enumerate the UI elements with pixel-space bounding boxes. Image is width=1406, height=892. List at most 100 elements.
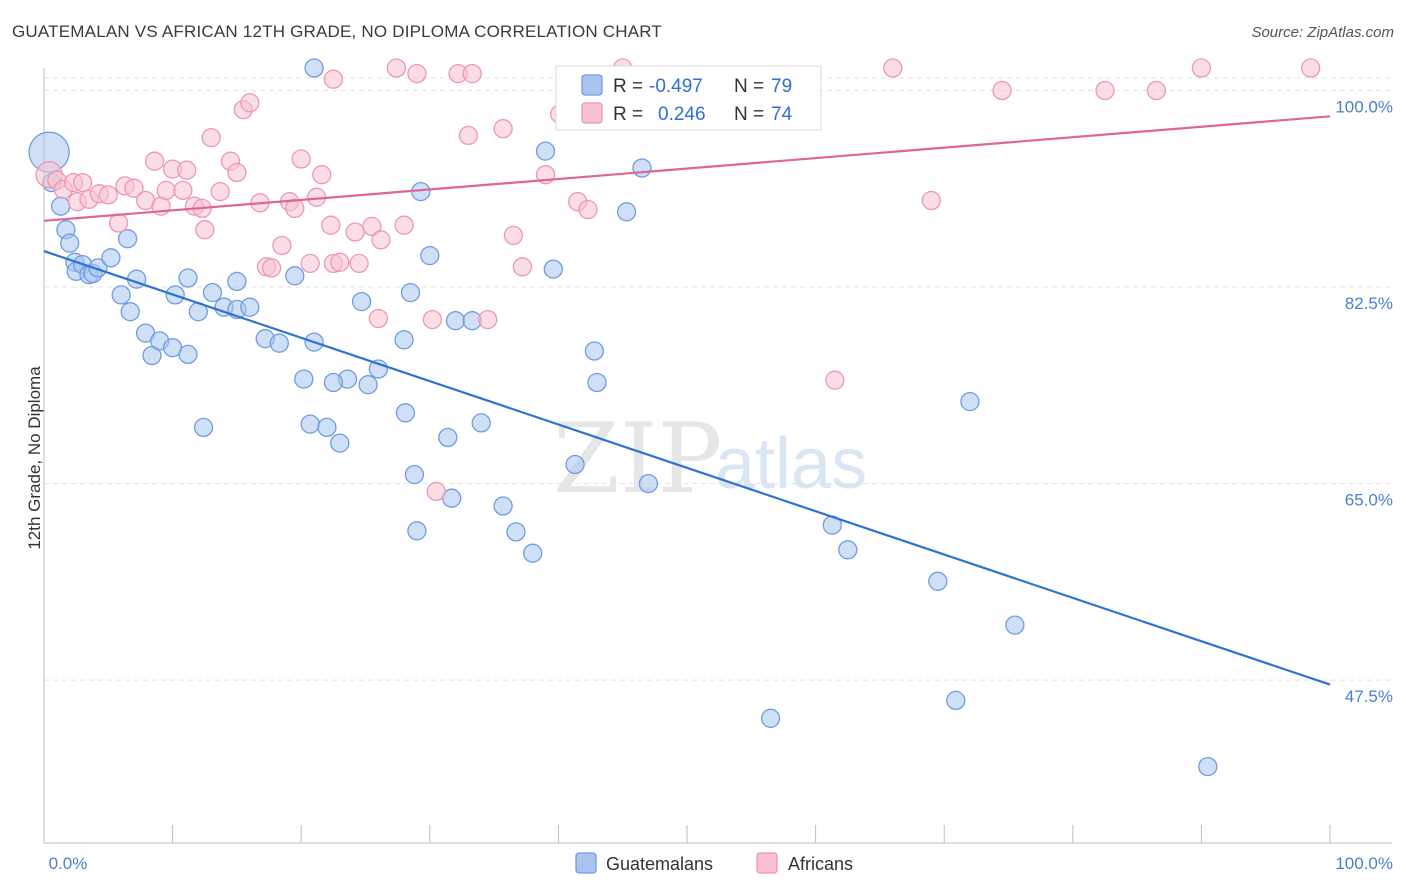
point-africans [368,308,389,329]
point-guatemalans [202,282,223,303]
legend-r-label-pink: R = [613,104,643,125]
y-tick-label: 47.5% [1345,687,1393,706]
bottom-legend-swatch-guatemalans [575,852,597,874]
point-africans [422,309,443,330]
legend-r-label-blue: R = [613,76,643,97]
point-guatemalans [638,473,659,494]
point-guatemalans [420,245,440,266]
legend-n-label-pink: N = [734,104,764,125]
point-guatemalans [928,571,948,591]
point-guatemalans [285,266,305,286]
y-tick-label: 100.0% [1335,97,1393,116]
point-guatemalans [117,229,138,249]
point-africans [493,119,513,139]
legend-swatch-blue [581,74,603,96]
point-africans [921,190,941,211]
point-guatemalans [111,285,131,305]
point-guatemalans [358,375,378,395]
point-guatemalans [240,297,260,317]
point-guatemalans [178,268,198,288]
point-africans [177,160,197,180]
point-africans [227,162,247,183]
point-guatemalans [394,330,414,350]
point-guatemalans [506,522,526,542]
point-africans [272,235,292,256]
point-guatemalans [101,248,121,268]
grid-layer [44,77,1392,681]
point-africans [173,180,193,201]
point-guatemalans [178,344,198,365]
watermark-atlas: atlas [715,424,867,504]
point-guatemalans [51,196,71,216]
point-guatemalans [404,464,425,485]
point-guatemalans [632,158,652,178]
point-africans [291,149,311,169]
point-africans [323,69,344,89]
point-africans [462,63,482,84]
point-africans [992,80,1012,101]
point-africans [195,220,215,240]
point-guatemalans [120,302,140,322]
axis-layer: 100.0% 82.5% 65.0% 47.5% 0.0% 100.0% [43,68,1393,873]
point-guatemalans [523,543,543,563]
point-guatemalans [438,427,458,448]
point-africans [458,125,479,146]
legend-n-label-blue: N = [734,76,764,97]
point-guatemalans [471,413,491,433]
point-guatemalans [616,202,637,222]
point-guatemalans [445,311,466,331]
point-guatemalans [400,282,421,303]
point-guatemalans [88,258,108,278]
point-africans [300,253,320,274]
point-guatemalans [330,433,350,453]
point-guatemalans [60,233,80,253]
point-guatemalans [1198,756,1218,777]
point-guatemalans [407,521,427,541]
point-africans [345,222,365,242]
point-africans [72,172,93,193]
point-guatemalans [565,454,585,475]
point-guatemalans [587,372,607,393]
point-guatemalans [304,58,324,78]
point-guatemalans [493,496,513,516]
point-africans [1146,80,1167,101]
chart-title: GUATEMALAN VS AFRICAN 12TH GRADE, NO DIP… [12,22,663,41]
legend-r-value-pink: 0.246 [658,104,706,125]
point-guatemalans [193,417,214,438]
legend-r-value-blue: -0.497 [649,76,703,97]
point-africans [362,216,382,237]
point-guatemalans [535,141,556,161]
point-guatemalans [946,690,966,711]
point-guatemalans [227,271,247,292]
bottom-legend-label-africans: Africans [788,854,853,874]
bottom-legend: Guatemalans Africans [575,852,853,874]
point-guatemalans [323,372,344,393]
point-africans [330,252,350,272]
point-africans [210,181,230,202]
point-africans [201,127,221,148]
legend-n-value-pink: 74 [771,104,793,125]
point-guatemalans [294,369,314,389]
point-africans [371,230,391,250]
point-africans [240,93,260,113]
trend-line-guatemalans [43,250,1331,686]
y-tick-label: 65.0% [1345,491,1393,510]
point-guatemalans [395,403,416,423]
point-africans [124,178,144,198]
x-tick-label: 0.0% [49,854,88,873]
point-africans [394,215,414,235]
point-africans [312,165,332,185]
point-africans [825,370,845,390]
point-africans [1301,58,1321,78]
bottom-legend-label-guatemalans: Guatemalans [606,854,713,874]
point-africans [321,215,341,235]
point-africans [386,58,407,78]
y-axis-title: 12th Grade, No Diploma [25,366,44,550]
point-africans [478,309,498,330]
y-tick-label: 82.5% [1345,294,1393,313]
point-africans [407,63,427,84]
point-africans [1095,80,1115,101]
x-tick-label: 100.0% [1335,854,1393,873]
legend-n-value-blue: 79 [771,76,792,97]
